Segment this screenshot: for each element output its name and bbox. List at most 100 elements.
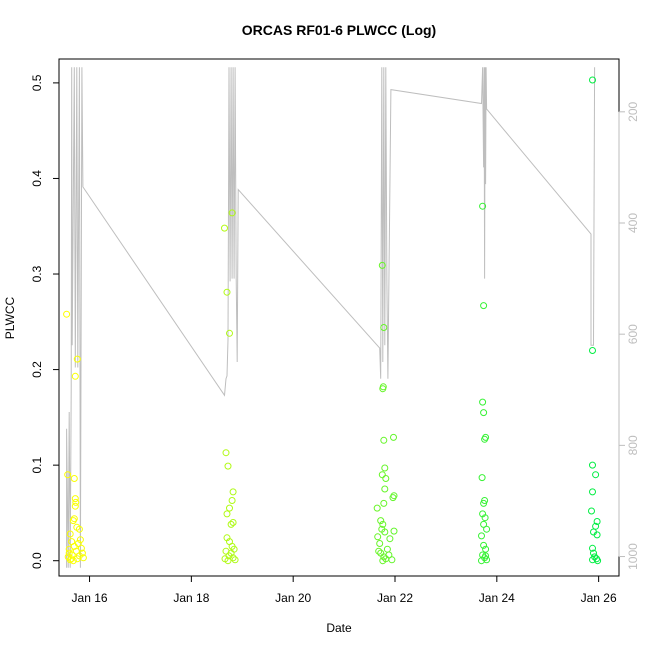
scatter-point — [482, 545, 490, 553]
pressure-series-line — [66, 67, 596, 568]
scatter-point — [73, 355, 81, 363]
scatter-point — [229, 488, 237, 496]
scatter-point — [222, 449, 230, 457]
scatter-points-layer — [63, 76, 602, 565]
scatter-point — [228, 497, 236, 504]
scatter-point — [380, 324, 388, 331]
scatter-point — [389, 494, 397, 502]
y-tick-label: 0.3 — [30, 265, 44, 282]
scatter-point — [63, 310, 71, 318]
scatter-point — [382, 475, 390, 482]
scatter-point — [65, 549, 73, 557]
scatter-point — [224, 462, 232, 470]
scatter-point — [589, 347, 596, 354]
scatter-point — [478, 557, 485, 565]
scatter-point — [71, 372, 79, 380]
y2-tick-label: 1000 — [626, 543, 640, 570]
scatter-point — [231, 556, 239, 564]
scatter-point — [375, 547, 383, 555]
scatter-point — [590, 549, 597, 557]
y2-tick-label: 400 — [626, 213, 640, 233]
scatter-point — [69, 557, 77, 565]
scatter-point — [379, 520, 387, 528]
scatter-point — [593, 518, 601, 525]
scatter-point — [229, 554, 237, 562]
scatter-point — [224, 557, 232, 565]
scatter-point — [481, 514, 489, 522]
scatter-point — [376, 540, 384, 547]
scatter-point — [383, 545, 391, 553]
scatter-point — [378, 471, 386, 479]
scatter-point — [594, 557, 602, 565]
scatter-point — [227, 520, 235, 528]
scatter-point — [481, 435, 489, 443]
scatter-point — [64, 471, 72, 479]
scatter-point — [71, 502, 79, 510]
scatter-point — [390, 527, 398, 535]
scatter-point — [388, 556, 396, 564]
scatter-point — [481, 497, 489, 504]
scatter-point — [589, 488, 596, 496]
scatter-point — [71, 495, 79, 503]
scatter-point — [479, 398, 487, 406]
scatter-point — [74, 540, 82, 547]
y2-tick-label: 600 — [626, 324, 640, 344]
scatter-point — [75, 525, 83, 533]
scatter-point — [381, 485, 389, 493]
y-tick-label: 0.2 — [30, 361, 44, 378]
scatter-point — [593, 531, 601, 539]
scatter-point — [374, 533, 382, 541]
scatter-point — [380, 499, 388, 507]
scatter-point — [223, 510, 231, 518]
plot-area-border — [58, 58, 620, 577]
x-axis-label: Date — [326, 621, 352, 635]
scatter-point — [479, 202, 487, 210]
scatter-point — [377, 517, 385, 525]
scatter-point — [589, 76, 596, 84]
scatter-point — [379, 385, 387, 393]
chart-title: ORCAS RF01-6 PLWCC (Log) — [242, 22, 436, 38]
scatter-point — [373, 504, 381, 512]
scatter-point — [378, 261, 386, 269]
x-tick-label: Jan 16 — [72, 591, 108, 605]
scatter-point — [70, 475, 78, 482]
x-tick-label: Jan 26 — [581, 591, 617, 605]
scatter-point — [223, 288, 231, 296]
scatter-point — [482, 552, 490, 560]
x-tick-label: Jan 18 — [173, 591, 209, 605]
scatter-point — [381, 528, 389, 536]
scatter-point — [379, 557, 387, 565]
scatter-point — [483, 525, 491, 533]
y-tick-label: 0.4 — [30, 170, 44, 187]
scatter-point — [588, 507, 595, 515]
scatter-point — [390, 433, 397, 441]
scatter-point — [69, 517, 77, 525]
y-tick-label: 0.5 — [30, 74, 44, 91]
y-axis-label: PLWCC — [3, 296, 17, 339]
scatter-point — [592, 471, 600, 479]
scatter-point — [480, 409, 488, 417]
scatter-point — [72, 547, 80, 555]
scatter-point — [478, 474, 486, 482]
scatter-point — [386, 535, 394, 543]
pressure-line-layer — [66, 67, 596, 568]
scatter-point — [221, 224, 228, 232]
scatter-point — [480, 302, 488, 310]
y2-tick-label: 200 — [626, 101, 640, 121]
scatter-point — [589, 544, 596, 552]
scatter-point — [226, 329, 233, 337]
scatter-point — [228, 209, 236, 217]
x-tick-label: Jan 20 — [275, 591, 311, 605]
scatter-point — [380, 436, 388, 444]
scatter-point — [72, 498, 80, 506]
y-tick-label: 0.1 — [30, 456, 44, 473]
scatter-point — [229, 519, 237, 526]
y2-tick-label: 800 — [626, 435, 640, 455]
scatter-point — [230, 545, 238, 553]
scatter-point — [589, 461, 596, 469]
scatter-point — [480, 541, 488, 549]
axes-layer: Jan 16 Jan 18 Jan 20 Jan 22 Jan 24 Jan 26 0.0 0… — [30, 74, 640, 605]
x-tick-label: Jan 24 — [479, 591, 515, 605]
scatter-point — [381, 464, 389, 472]
